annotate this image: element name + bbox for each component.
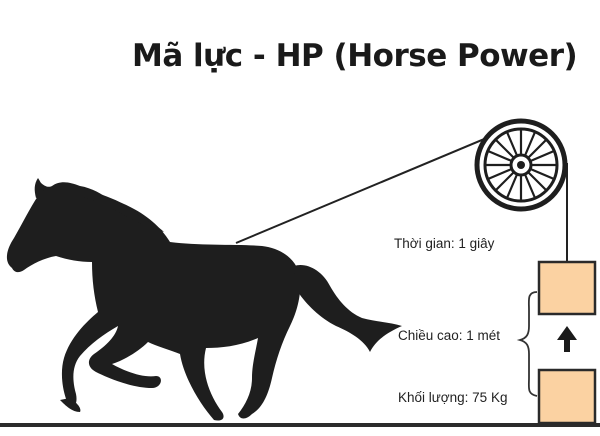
mass-label: Khối lượng: 75 Kg — [398, 390, 508, 405]
rope-horse-to-pulley — [235, 123, 521, 244]
page-title: Mã lực - HP (Horse Power) — [132, 38, 578, 74]
height-label: Chiều cao: 1 mét — [398, 328, 501, 343]
horse-silhouette — [6, 178, 402, 421]
time-label: Thời gian: 1 giây — [394, 236, 495, 251]
box-start — [537, 368, 597, 425]
up-arrow-icon — [557, 326, 577, 352]
height-brace — [516, 291, 538, 397]
pulley-wheel-icon — [474, 118, 568, 212]
box-lifted — [537, 260, 597, 316]
ground-line — [0, 423, 600, 427]
